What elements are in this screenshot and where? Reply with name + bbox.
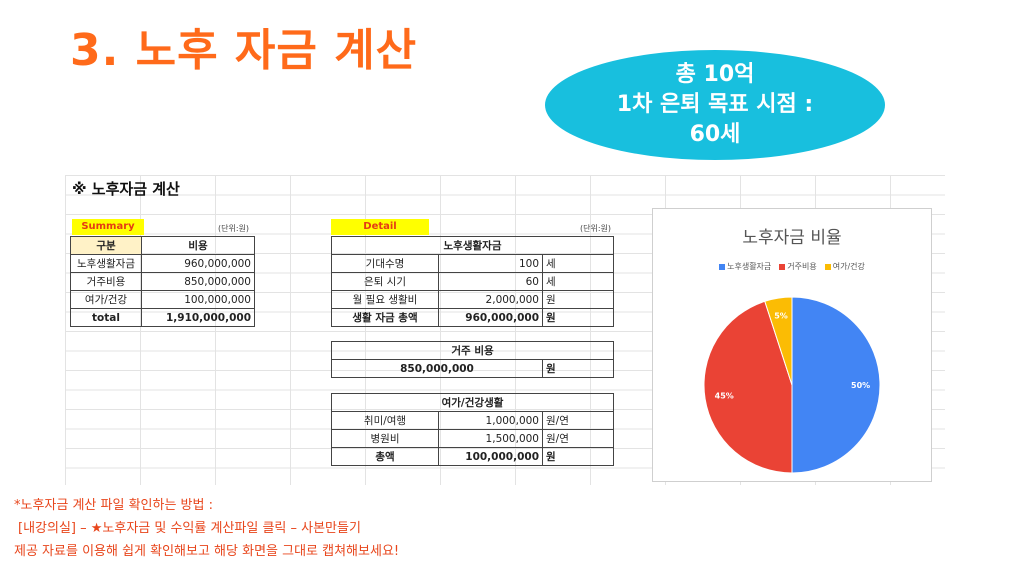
housing-header: 거주 비용 — [331, 341, 614, 360]
living-total-unit: 원 — [542, 308, 614, 327]
legend-swatch — [719, 263, 726, 270]
table-row: 취미/여행 1,000,000 원/연 — [331, 411, 614, 430]
table-row: 월 필요 생활비 2,000,000 원 — [331, 290, 614, 309]
summary-tag: Summary — [72, 219, 144, 235]
pie-data-label: 50% — [851, 381, 870, 390]
instructions: *노후자금 계산 파일 확인하는 방법 : [내강의실] – ★노후자금 및 수… — [14, 494, 399, 563]
legend-item: 거주비용 — [779, 261, 817, 272]
page-title: 3. 노후 자금 계산 — [70, 25, 418, 76]
chart-legend: 노후생활자금 거주비용 여가/건강 — [653, 261, 931, 272]
leisure-table: 여가/건강생활 취미/여행 1,000,000 원/연 병원비 1,500,00… — [331, 393, 614, 466]
legend-label: 여가/건강 — [832, 262, 865, 271]
living-unit: 세 — [542, 254, 614, 273]
pie-slice — [703, 300, 793, 474]
summary-header-category: 구분 — [70, 236, 142, 255]
pie-chart: 노후자금 비율 노후생활자금 거주비용 여가/건강 50% 45% 5% — [652, 208, 932, 482]
living-label: 월 필요 생활비 — [331, 290, 439, 309]
bubble-line-2: 1차 은퇴 목표 시점 : — [616, 92, 814, 117]
goal-bubble: 총 10억 1차 은퇴 목표 시점 : 60세 — [545, 50, 885, 160]
table-row: 병원비 1,500,000 원/연 — [331, 429, 614, 448]
leisure-header: 여가/건강생활 — [331, 393, 614, 412]
sheet-title: ※ 노후자금 계산 — [72, 180, 180, 198]
table-row: 노후생활자금 — [331, 236, 614, 255]
summary-total-label: total — [70, 308, 142, 327]
living-label: 은퇴 시기 — [331, 272, 439, 291]
living-unit: 세 — [542, 272, 614, 291]
table-row: 여가/건강 100,000,000 — [70, 290, 255, 309]
leisure-total-label: 총액 — [331, 447, 439, 466]
summary-header-cost: 비용 — [141, 236, 255, 255]
pie-svg: 50% 45% 5% — [703, 296, 881, 474]
leisure-total-unit: 원 — [542, 447, 614, 466]
summary-value: 100,000,000 — [141, 290, 255, 309]
summary-label: 거주비용 — [70, 272, 142, 291]
living-label: 기대수명 — [331, 254, 439, 273]
summary-table: 구분 비용 노후생활자금 960,000,000 거주비용 850,000,00… — [70, 236, 255, 327]
housing-unit: 원 — [542, 359, 614, 378]
table-row: 기대수명 100 세 — [331, 254, 614, 273]
chart-title: 노후자금 비율 — [742, 228, 842, 248]
living-total-value: 960,000,000 — [438, 308, 543, 327]
living-value: 60 — [438, 272, 543, 291]
housing-value: 850,000,000 — [331, 359, 543, 378]
pie-slice — [791, 296, 881, 474]
table-row: 총액 100,000,000 원 — [331, 447, 614, 466]
housing-table: 거주 비용 850,000,000 원 — [331, 341, 614, 378]
legend-item: 노후생활자금 — [719, 261, 771, 272]
living-value: 2,000,000 — [438, 290, 543, 309]
summary-label: 여가/건강 — [70, 290, 142, 309]
living-value: 100 — [438, 254, 543, 273]
summary-label: 노후생활자금 — [70, 254, 142, 273]
leisure-total-value: 100,000,000 — [438, 447, 543, 466]
pie-data-label: 45% — [715, 392, 734, 401]
table-row: 은퇴 시기 60 세 — [331, 272, 614, 291]
leisure-label: 취미/여행 — [331, 411, 439, 430]
legend-label: 노후생활자금 — [727, 262, 772, 271]
summary-unit: (단위:원) — [218, 224, 250, 233]
table-row: total 1,910,000,000 — [70, 308, 255, 327]
detail-tag: Detail — [331, 219, 429, 235]
table-row: 거주비용 850,000,000 — [70, 272, 255, 291]
pie-data-label: 5% — [774, 311, 788, 320]
legend-swatch — [779, 263, 786, 270]
bubble-line-1: 총 10억 — [675, 62, 755, 87]
leisure-value: 1,000,000 — [438, 411, 543, 430]
table-row: 거주 비용 — [331, 341, 614, 360]
pie-slice — [764, 296, 793, 386]
legend-item: 여가/건강 — [824, 261, 865, 272]
table-row: 850,000,000 원 — [331, 359, 614, 378]
note-line-3: 제공 자료를 이용해 쉽게 확인해보고 해당 화면을 그대로 캡쳐해보세요! — [14, 544, 400, 559]
living-unit: 원 — [542, 290, 614, 309]
summary-value: 850,000,000 — [141, 272, 255, 291]
leisure-unit: 원/연 — [542, 429, 614, 448]
bubble-line-3: 60세 — [689, 122, 741, 147]
table-row: 여가/건강생활 — [331, 393, 614, 412]
leisure-label: 병원비 — [331, 429, 439, 448]
living-table: 노후생활자금 기대수명 100 세 은퇴 시기 60 세 월 필요 생활비 2,… — [331, 236, 614, 327]
leisure-value: 1,500,000 — [438, 429, 543, 448]
living-header: 노후생활자금 — [331, 236, 614, 255]
leisure-unit: 원/연 — [542, 411, 614, 430]
table-row: 노후생활자금 960,000,000 — [70, 254, 255, 273]
note-line-1: *노후자금 계산 파일 확인하는 방법 : — [14, 498, 213, 513]
table-row: 구분 비용 — [70, 236, 255, 255]
legend-label: 거주비용 — [787, 262, 817, 271]
summary-total-value: 1,910,000,000 — [141, 308, 255, 327]
summary-value: 960,000,000 — [141, 254, 255, 273]
note-line-2: [내강의실] – ★노후자금 및 수익률 계산파일 클릭 – 사본만들기 — [18, 521, 361, 536]
living-total-label: 생활 자금 총액 — [331, 308, 439, 327]
detail-unit: (단위:원) — [580, 224, 612, 233]
table-row: 생활 자금 총액 960,000,000 원 — [331, 308, 614, 327]
legend-swatch — [824, 263, 831, 270]
